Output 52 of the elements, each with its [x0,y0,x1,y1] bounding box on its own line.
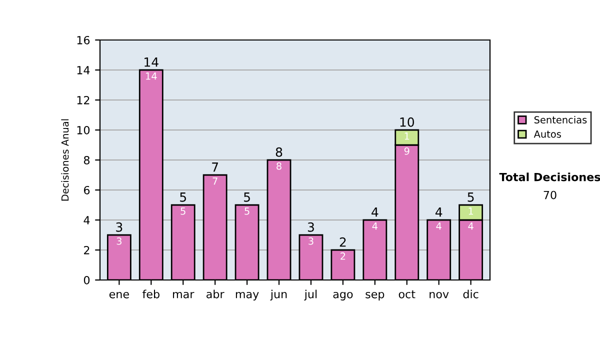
y-tick-label: 2 [84,246,90,254]
x-tick-label: jul [304,290,317,300]
data-label: 1 [404,132,410,140]
total-label: 7 [212,162,218,172]
total-label: 5 [180,192,186,202]
total-label: 2 [340,237,346,247]
legend-label: Sentencias [534,116,587,124]
y-tick-label: 0 [84,276,90,284]
x-tick-label: dic [463,290,478,298]
data-label: 3 [116,237,122,245]
total-label: 4 [372,208,378,217]
x-tick-label: oct [398,290,416,298]
y-axis-title: Decisiones Anual [61,119,69,201]
y-tick-label: 4 [84,216,90,224]
legend-label: Autos [534,130,561,138]
total-label: 5 [244,192,250,202]
data-label: 4 [468,222,474,230]
data-label: 7 [212,178,218,185]
x-tick-label: ago [333,292,353,300]
y-tick-label: 12 [77,96,90,104]
x-tick-label: feb [142,290,160,298]
total-label: 14 [144,58,158,67]
data-label: 5 [180,208,186,215]
data-label: 4 [372,222,378,230]
y-tick-label: 6 [84,186,90,194]
total-label: 8 [276,147,282,157]
total-label: 3 [116,222,122,232]
y-tick-label: 10 [77,126,90,134]
total-label: 4 [435,208,442,217]
data-label: 5 [244,208,250,215]
total-label: 10 [400,117,414,127]
x-tick-label: jun [270,290,287,300]
text: 70 [544,190,556,200]
x-tick-label: sep [366,292,384,300]
data-label: 2 [340,252,346,260]
x-tick-label: may [236,292,259,300]
x-tick-label: nov [430,292,449,298]
y-tick-label: 16 [77,36,90,44]
data-label: 8 [276,162,282,170]
data-label: 3 [308,237,314,245]
y-tick-label: 14 [77,66,90,74]
data-label: 4 [436,222,442,230]
data-label: 14 [146,72,157,80]
x-tick-label: mar [173,292,194,298]
x-tick-label: abr [206,290,224,298]
data-label: 1 [468,208,474,215]
text: Total Decisiones [499,172,600,182]
x-tick-label: ene [109,292,129,298]
y-tick-label: 8 [84,156,90,164]
total-label: 3 [308,222,314,232]
data-label: 9 [404,147,410,155]
total-label: 5 [468,192,474,202]
